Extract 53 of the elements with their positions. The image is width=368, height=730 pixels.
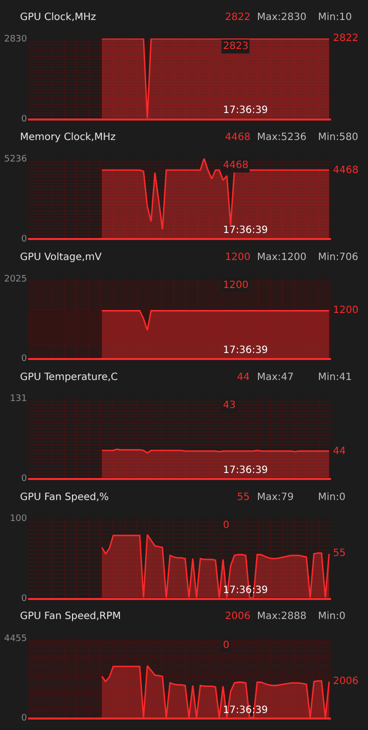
data-label: 44 bbox=[333, 446, 346, 457]
data-label: 1200 bbox=[333, 305, 358, 316]
y-tick-label: 0 bbox=[21, 594, 28, 604]
y-tick-label: 0 bbox=[21, 714, 28, 724]
data-label: 4468 bbox=[333, 165, 358, 176]
data-label: 2822 bbox=[333, 33, 358, 44]
text: Min:706 bbox=[318, 252, 358, 263]
y-tick-label: 131 bbox=[10, 394, 27, 404]
annotation: 2823 bbox=[223, 41, 248, 52]
text: Min:0 bbox=[318, 492, 346, 503]
text: 55 bbox=[237, 492, 250, 503]
text: 2006 bbox=[225, 611, 250, 622]
y-tick-label: 2025 bbox=[4, 274, 27, 284]
y-tick-label: 5236 bbox=[4, 154, 28, 165]
text: Min:580 bbox=[318, 132, 358, 143]
chart-title: GPU Temperature,C bbox=[20, 372, 118, 383]
annotation: 17:36:39 bbox=[223, 105, 268, 116]
text: Max:2830 bbox=[257, 12, 306, 23]
annotation: 17:36:39 bbox=[223, 345, 268, 356]
chart-title: GPU Clock,MHz bbox=[20, 12, 96, 23]
annotation: 43 bbox=[223, 400, 236, 411]
text: Min:41 bbox=[318, 372, 352, 383]
annotation: 0 bbox=[223, 640, 230, 651]
y-tick-label: 4455 bbox=[4, 634, 27, 644]
chart-title: GPU Voltage,mV bbox=[20, 252, 102, 263]
text: Max:2888 bbox=[257, 611, 306, 622]
text: 44 bbox=[237, 372, 250, 383]
y-tick-label: 0 bbox=[21, 234, 28, 244]
text: Max:5236 bbox=[257, 132, 306, 143]
chart-title: GPU Fan Speed,% bbox=[20, 492, 109, 503]
text: Min:0 bbox=[318, 611, 346, 622]
y-tick-label: 0 bbox=[21, 474, 28, 484]
annotation: 0 bbox=[223, 520, 230, 531]
chart-title: Memory Clock,MHz bbox=[20, 132, 116, 143]
data-label: 55 bbox=[333, 548, 346, 559]
text: Max:79 bbox=[257, 492, 294, 503]
y-tick-label: 100 bbox=[10, 514, 28, 524]
annotation: 17:36:39 bbox=[223, 705, 268, 716]
text: Max:47 bbox=[257, 372, 294, 383]
annotation: 1200 bbox=[223, 280, 248, 291]
data-label: 2006 bbox=[333, 676, 358, 687]
y-tick-label: 2830 bbox=[4, 34, 28, 45]
annotation: 17:36:39 bbox=[223, 225, 268, 236]
text: Max:1200 bbox=[257, 252, 306, 263]
chart-title: GPU Fan Speed,RPM bbox=[20, 611, 121, 622]
text: Min:10 bbox=[318, 12, 352, 23]
y-tick-label: 0 bbox=[21, 114, 28, 125]
y-tick-label: 0 bbox=[21, 354, 28, 364]
annotation: 4468 bbox=[223, 160, 248, 171]
text: 4468 bbox=[225, 132, 250, 143]
text: 2822 bbox=[225, 12, 250, 23]
annotation: 17:36:39 bbox=[223, 465, 268, 476]
text: 1200 bbox=[225, 252, 250, 263]
